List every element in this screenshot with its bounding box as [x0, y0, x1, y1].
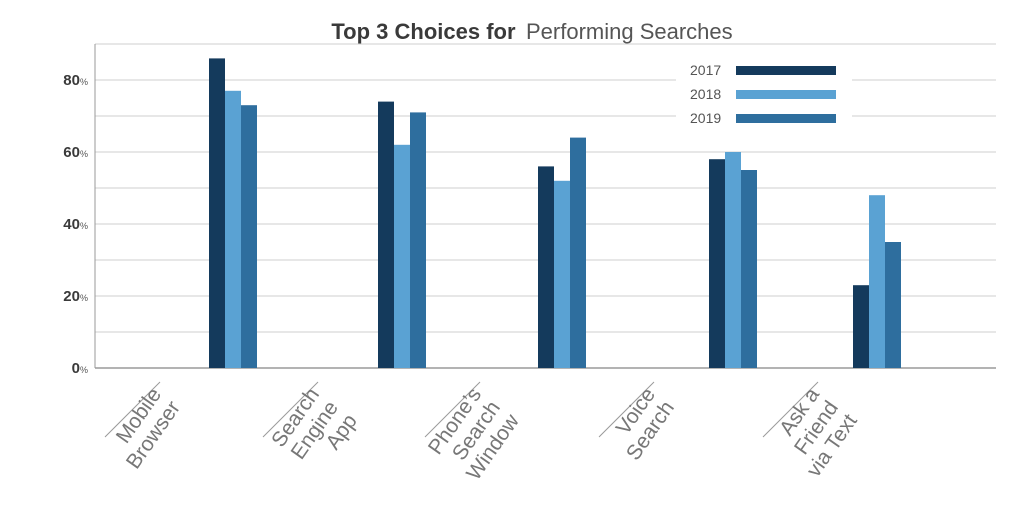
bar-2018-2: [554, 180, 570, 368]
bar-2019-0: [241, 105, 257, 368]
legend-label-2017: 2017: [690, 62, 721, 78]
y-tick-number: 60: [63, 144, 80, 161]
bar-2017-1: [378, 101, 394, 368]
legend-label-2019: 2019: [690, 110, 721, 126]
bar-2017-3: [709, 159, 725, 368]
y-tick-label: 80%: [63, 72, 88, 89]
y-tick-label: 60%: [63, 144, 88, 161]
legend-swatch-2018: [736, 90, 836, 99]
bar-2018-3: [725, 152, 741, 368]
y-axis-ticks: 0%20%40%60%80%: [63, 72, 88, 377]
bar-2017-0: [209, 58, 225, 369]
y-tick-unit: %: [80, 221, 88, 231]
x-tick-guide: [104, 381, 161, 438]
y-tick-number: 40: [63, 216, 80, 233]
chart-title: Top 3 Choices for Performing Searches: [331, 19, 732, 44]
chart-title-light: Performing Searches: [526, 19, 733, 44]
legend-label-2018: 2018: [690, 86, 721, 102]
x-tick-guide: [424, 381, 481, 438]
y-tick-unit: %: [80, 77, 88, 87]
bar-2017-2: [538, 166, 554, 368]
y-tick-number: 80: [63, 72, 80, 89]
y-tick-number: 0: [72, 360, 80, 377]
bar-2019-2: [570, 137, 586, 368]
bar-2017-4: [853, 285, 869, 368]
chart-title-bold: Top 3 Choices for: [331, 19, 516, 44]
legend-swatch-2019: [736, 114, 836, 123]
legend-swatch-2017: [736, 66, 836, 75]
x-tick-guide: [598, 381, 655, 438]
y-tick-unit: %: [80, 365, 88, 375]
bar-2019-1: [410, 112, 426, 369]
bars: [209, 58, 901, 369]
y-tick-label: 0%: [72, 360, 88, 377]
bar-2018-4: [869, 195, 885, 368]
x-tick-guide: [762, 381, 819, 438]
legend: 2017 2018 2019: [676, 56, 852, 132]
y-tick-label: 20%: [63, 288, 88, 305]
bar-2019-4: [885, 242, 901, 368]
x-tick-guide: [262, 381, 319, 438]
y-tick-unit: %: [80, 293, 88, 303]
bar-2019-3: [741, 170, 757, 368]
y-tick-label: 40%: [63, 216, 88, 233]
bar-2018-0: [225, 90, 241, 369]
y-tick-unit: %: [80, 149, 88, 159]
y-tick-number: 20: [63, 288, 80, 305]
bar-2018-1: [394, 144, 410, 368]
